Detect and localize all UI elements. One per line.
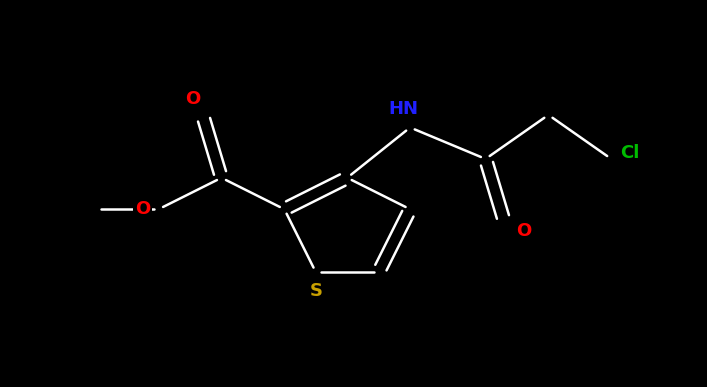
Text: O: O [515,222,531,240]
Text: O: O [135,200,151,218]
Text: Cl: Cl [621,144,640,162]
Text: S: S [309,282,322,300]
Text: O: O [185,90,201,108]
Text: HN: HN [389,99,419,118]
